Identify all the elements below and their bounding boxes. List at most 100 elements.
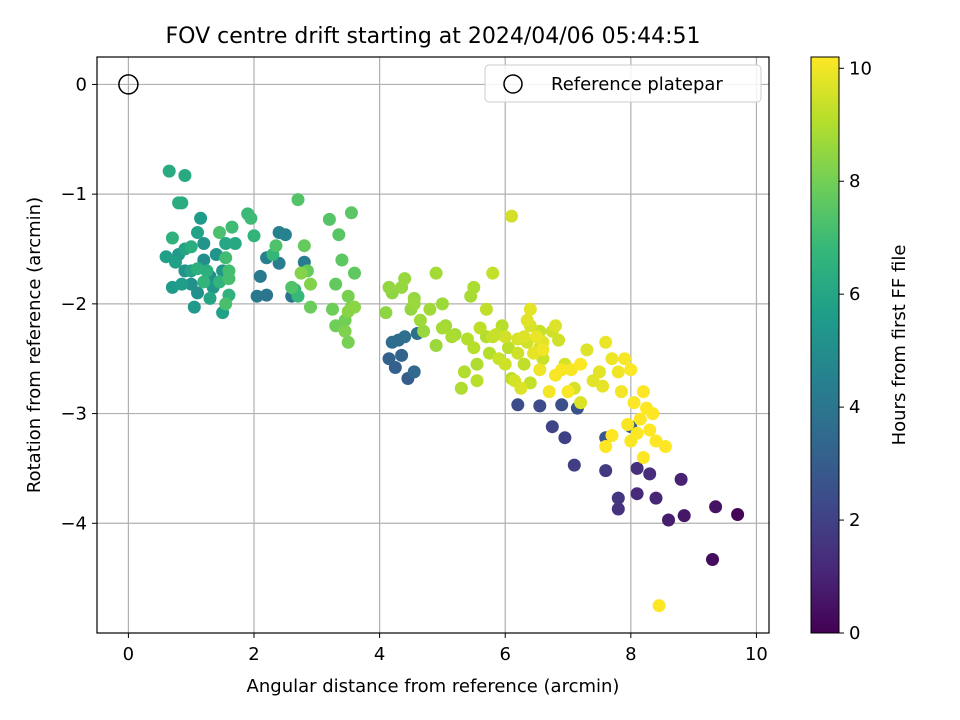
data-point <box>599 464 613 478</box>
colorbar-tick-label: 2 <box>849 510 860 531</box>
data-point <box>501 341 515 355</box>
data-point <box>382 352 396 366</box>
data-point <box>592 365 606 379</box>
x-tick-label: 4 <box>374 644 385 665</box>
data-point <box>344 206 358 220</box>
data-point <box>407 365 421 379</box>
data-point <box>611 491 625 505</box>
legend-box <box>484 64 762 103</box>
colorbar-tick-label: 4 <box>849 397 860 418</box>
x-axis-ticks: 0 2 4 6 8 10 <box>123 633 768 665</box>
data-point <box>473 321 487 335</box>
data-point <box>621 418 635 431</box>
data-point <box>470 374 484 388</box>
data-point <box>564 363 578 377</box>
data-point <box>191 226 204 239</box>
data-point <box>445 330 459 344</box>
data-point <box>511 346 525 360</box>
data-point <box>630 461 644 475</box>
data-point <box>341 289 355 303</box>
data-point <box>662 513 675 527</box>
data-point <box>523 302 537 316</box>
data-point <box>630 426 644 440</box>
legend-marker-reference <box>503 74 523 94</box>
data-point <box>329 319 343 333</box>
data-point <box>250 289 264 303</box>
data-point <box>643 467 657 481</box>
data-point <box>291 193 305 207</box>
x-axis-label: Angular distance from reference (arcmin) <box>247 676 620 697</box>
data-point <box>520 313 534 327</box>
data-point <box>398 272 412 286</box>
colorbar-tick-label: 8 <box>849 171 860 192</box>
data-point <box>429 339 443 352</box>
y-tick-label: −3 <box>60 404 87 425</box>
data-point <box>165 231 179 245</box>
data-point <box>326 302 339 316</box>
data-point <box>304 277 317 291</box>
data-point <box>175 196 189 210</box>
reference-platepar-marker <box>118 74 139 95</box>
data-point <box>175 277 189 291</box>
data-point <box>674 472 688 486</box>
data-point <box>294 266 308 280</box>
colorbar-label: Hours from first FF file <box>889 245 910 446</box>
data-point <box>514 381 528 395</box>
data-point <box>213 226 226 239</box>
data-point <box>203 291 217 305</box>
data-point <box>580 343 594 357</box>
colorbar-tick-label: 0 <box>849 623 860 644</box>
data-point <box>611 365 625 379</box>
y-tick-label: −2 <box>60 294 87 315</box>
legend-label-reference: Reference platepar <box>551 74 723 95</box>
data-point <box>649 434 663 448</box>
data-point <box>322 212 336 226</box>
y-tick-label: −4 <box>60 513 87 534</box>
data-point <box>219 237 233 250</box>
data-point <box>517 357 531 371</box>
data-point <box>649 491 663 505</box>
x-tick-label: 6 <box>499 644 510 665</box>
colorbar-tick-label: 10 <box>849 58 872 79</box>
data-point <box>225 220 239 234</box>
data-point <box>614 385 628 399</box>
data-point <box>278 228 292 242</box>
data-point <box>162 164 176 178</box>
data-point <box>348 300 361 314</box>
data-point <box>335 253 349 267</box>
data-point <box>505 209 518 223</box>
x-tick-label: 2 <box>248 644 259 665</box>
data-point <box>511 398 525 412</box>
data-point <box>285 280 299 294</box>
data-point <box>385 335 399 349</box>
data-point <box>407 297 421 311</box>
y-axis-label: Rotation from reference (arcmin) <box>24 197 45 493</box>
x-tick-label: 10 <box>745 644 768 665</box>
data-point <box>731 508 745 521</box>
data-point <box>222 272 236 286</box>
x-tick-label: 8 <box>625 644 636 665</box>
data-point <box>530 330 544 344</box>
data-point <box>479 302 493 316</box>
data-point <box>297 239 311 253</box>
x-tick-label: 0 <box>123 644 134 665</box>
data-point <box>413 313 427 327</box>
data-point <box>219 297 233 311</box>
data-point <box>470 357 484 371</box>
data-point <box>567 458 581 472</box>
data-point <box>483 346 496 360</box>
data-point <box>596 379 610 393</box>
y-axis-ticks: 0 −1 −2 −3 −4 <box>60 74 97 534</box>
data-point <box>417 324 431 338</box>
data-point <box>429 266 443 280</box>
data-point <box>304 300 317 314</box>
data-point <box>197 275 211 289</box>
data-point <box>398 330 412 344</box>
chart-title: FOV centre drift starting at 2024/04/06 … <box>166 24 701 49</box>
data-point <box>332 228 346 242</box>
data-point <box>467 280 481 294</box>
data-point <box>228 237 242 250</box>
data-point <box>197 237 211 250</box>
data-point <box>605 429 619 442</box>
data-points <box>118 74 745 613</box>
